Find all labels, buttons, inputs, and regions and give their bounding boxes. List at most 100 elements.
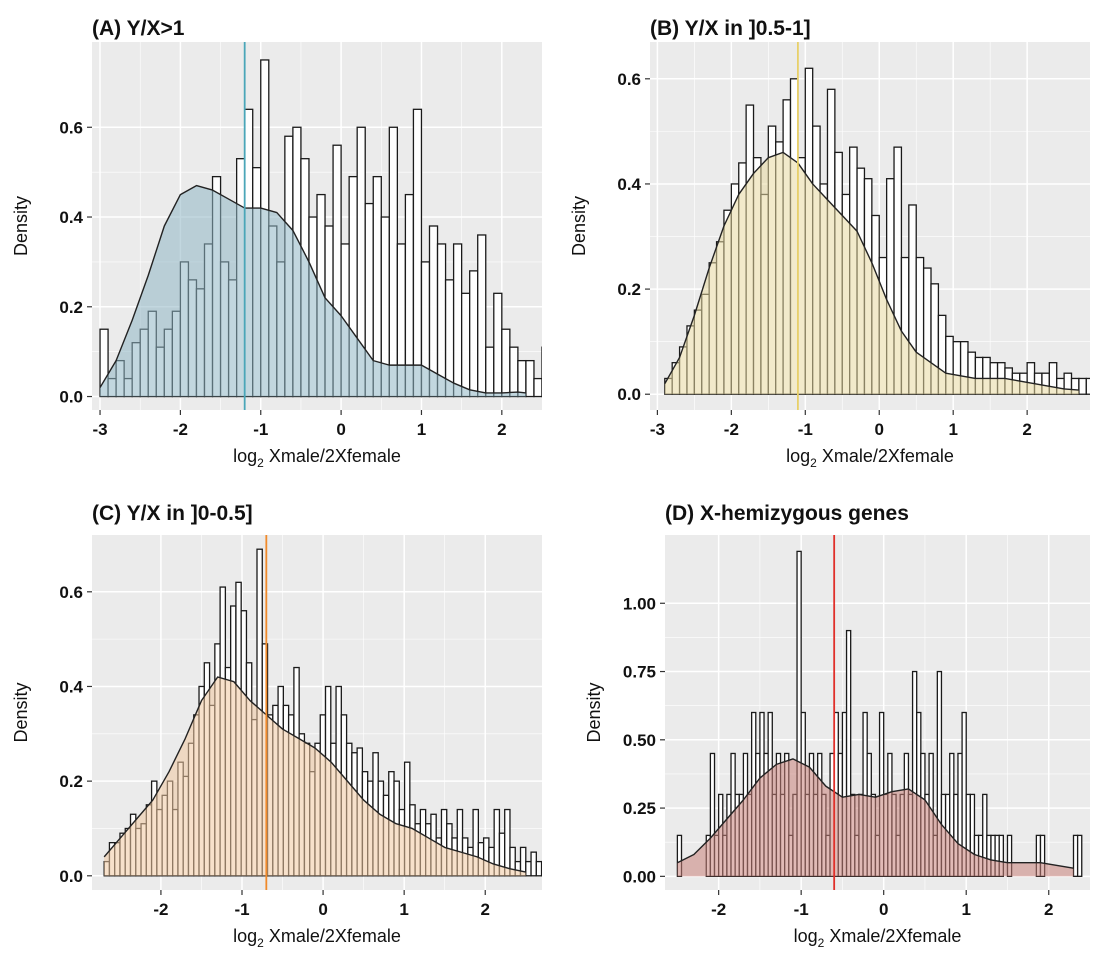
y-tick-label: 0.4 <box>59 208 83 227</box>
panel-title: (C) Y/X in ]0-0.5] <box>92 502 253 525</box>
x-tick-label: 1 <box>417 420 426 439</box>
histogram-bar <box>1078 377 1087 395</box>
histogram-bar <box>606 361 614 397</box>
density-area <box>677 758 1074 877</box>
x-tick-label: 2 <box>1022 420 1031 439</box>
y-tick-label: 1.00 <box>623 594 656 613</box>
x-tick-label: 0 <box>879 900 888 919</box>
y-tick-label: 0.0 <box>59 388 83 407</box>
histogram-bar <box>574 379 582 397</box>
density-area <box>104 677 526 876</box>
x-tick-label: 2 <box>1044 900 1053 919</box>
x-tick-label: 1 <box>961 900 970 919</box>
histogram-bar <box>388 126 399 398</box>
y-tick-label: 0.75 <box>623 663 656 682</box>
histogram-bars <box>103 548 620 877</box>
histogram-bar <box>598 379 606 397</box>
histogram-bar <box>1085 377 1090 395</box>
panel-3: (D) X-hemizygous genes -2 -1 0 1 2 0.00 0.25 0.5… <box>584 502 1090 950</box>
histogram-bar <box>590 379 598 397</box>
panel-2: (C) Y/X in ]0-0.5] -2 -1 0 1 2 0.0 0.2 0.4 0.6 log… <box>11 502 620 950</box>
panel-title: (D) X-hemizygous genes <box>665 502 909 525</box>
panel-0: (A) Y/X>1 -3 -2 -1 0 1 2 0.0 0.2 0.4 0.6 log2 Xmale… <box>11 17 614 470</box>
histogram-bar <box>460 292 471 398</box>
x-axis-title: log2 Xmale/2Xfemale <box>794 926 962 950</box>
x-tick-label: 0 <box>336 420 345 439</box>
histogram-bar <box>558 379 566 397</box>
histogram-bar <box>540 860 542 877</box>
histogram-bar <box>582 329 590 396</box>
histogram-bar <box>1039 834 1046 877</box>
x-tick-label: 2 <box>481 900 490 919</box>
y-tick-label: 0.4 <box>59 677 83 696</box>
histogram-bar <box>517 359 527 398</box>
histogram-bar <box>547 862 552 876</box>
y-tick-label: 0.6 <box>59 118 83 137</box>
density-curve <box>664 151 1079 391</box>
histogram-bar <box>566 347 574 396</box>
y-axis-title: Density <box>11 196 31 256</box>
y-axis-title: Density <box>11 682 31 742</box>
density-area <box>100 185 526 397</box>
x-tick-label: -2 <box>711 900 726 919</box>
density-area <box>664 152 1079 395</box>
y-tick-label: 0.6 <box>617 70 641 89</box>
y-tick-label: 0.0 <box>59 867 83 886</box>
x-tick-label: -3 <box>650 420 665 439</box>
y-tick-label: 0.2 <box>59 772 83 791</box>
x-tick-label: 1 <box>399 900 408 919</box>
histogram-bar <box>436 243 447 398</box>
y-tick-label: 0.4 <box>617 175 641 194</box>
x-tick-label: 0 <box>875 420 884 439</box>
histogram-bar <box>709 752 716 877</box>
y-tick-label: 0.00 <box>623 867 656 886</box>
histogram-bars <box>676 550 1083 877</box>
histogram-bar <box>469 270 479 398</box>
histogram-bar <box>615 862 620 876</box>
panel-title: (A) Y/X>1 <box>92 17 185 40</box>
x-tick-label: -3 <box>92 420 107 439</box>
x-tick-label: -2 <box>153 900 168 919</box>
histogram-bar <box>1006 834 1013 877</box>
y-axis-title: Density <box>569 196 589 256</box>
histogram-bar <box>493 292 503 398</box>
histogram-bar <box>477 234 487 398</box>
x-tick-label: -1 <box>253 420 268 439</box>
histogram-bar <box>530 851 537 877</box>
x-axis-title: log2 Xmale/2Xfemale <box>233 926 401 950</box>
x-axis-title: log2 Xmale/2Xfemale <box>786 446 954 470</box>
panel-title: (B) Y/X in ]0.5-1] <box>650 17 811 40</box>
histogram-bar <box>1076 834 1083 877</box>
x-axis-title: log2 Xmale/2Xfemale <box>233 446 401 470</box>
y-tick-label: 0.6 <box>59 583 83 602</box>
y-tick-label: 0.50 <box>623 731 656 750</box>
histogram-bar <box>533 377 542 398</box>
histogram-bar <box>485 346 495 398</box>
x-tick-label: -1 <box>798 420 813 439</box>
panel-1: (B) Y/X in ]0.5-1] -3 -2 -1 0 1 2 0.0 0.2 0.4 0.6 l… <box>569 17 1100 470</box>
histogram-bar <box>509 346 519 398</box>
y-tick-label: 0.2 <box>617 280 641 299</box>
histogram-bar <box>504 808 511 877</box>
histogram-bar <box>550 361 558 397</box>
histogram-bar <box>552 862 557 876</box>
histogram-bar <box>535 860 542 877</box>
histogram-bars <box>664 67 1100 395</box>
histogram-bar <box>541 346 542 398</box>
y-tick-label: 0.2 <box>59 298 83 317</box>
x-tick-label: -1 <box>234 900 249 919</box>
histogram-bar <box>525 860 532 877</box>
density-curve <box>99 184 527 394</box>
y-tick-label: 0.0 <box>617 385 641 404</box>
histogram-bar <box>1094 378 1100 394</box>
x-tick-label: -2 <box>724 420 739 439</box>
x-tick-label: 0 <box>318 900 327 919</box>
histogram-bar <box>452 243 463 398</box>
histogram-bar <box>676 834 683 877</box>
histogram-bar <box>998 834 1004 877</box>
density-curve <box>103 676 526 873</box>
y-axis-title: Density <box>584 682 604 742</box>
histogram-bar <box>501 328 511 398</box>
histogram-bar <box>412 108 423 398</box>
